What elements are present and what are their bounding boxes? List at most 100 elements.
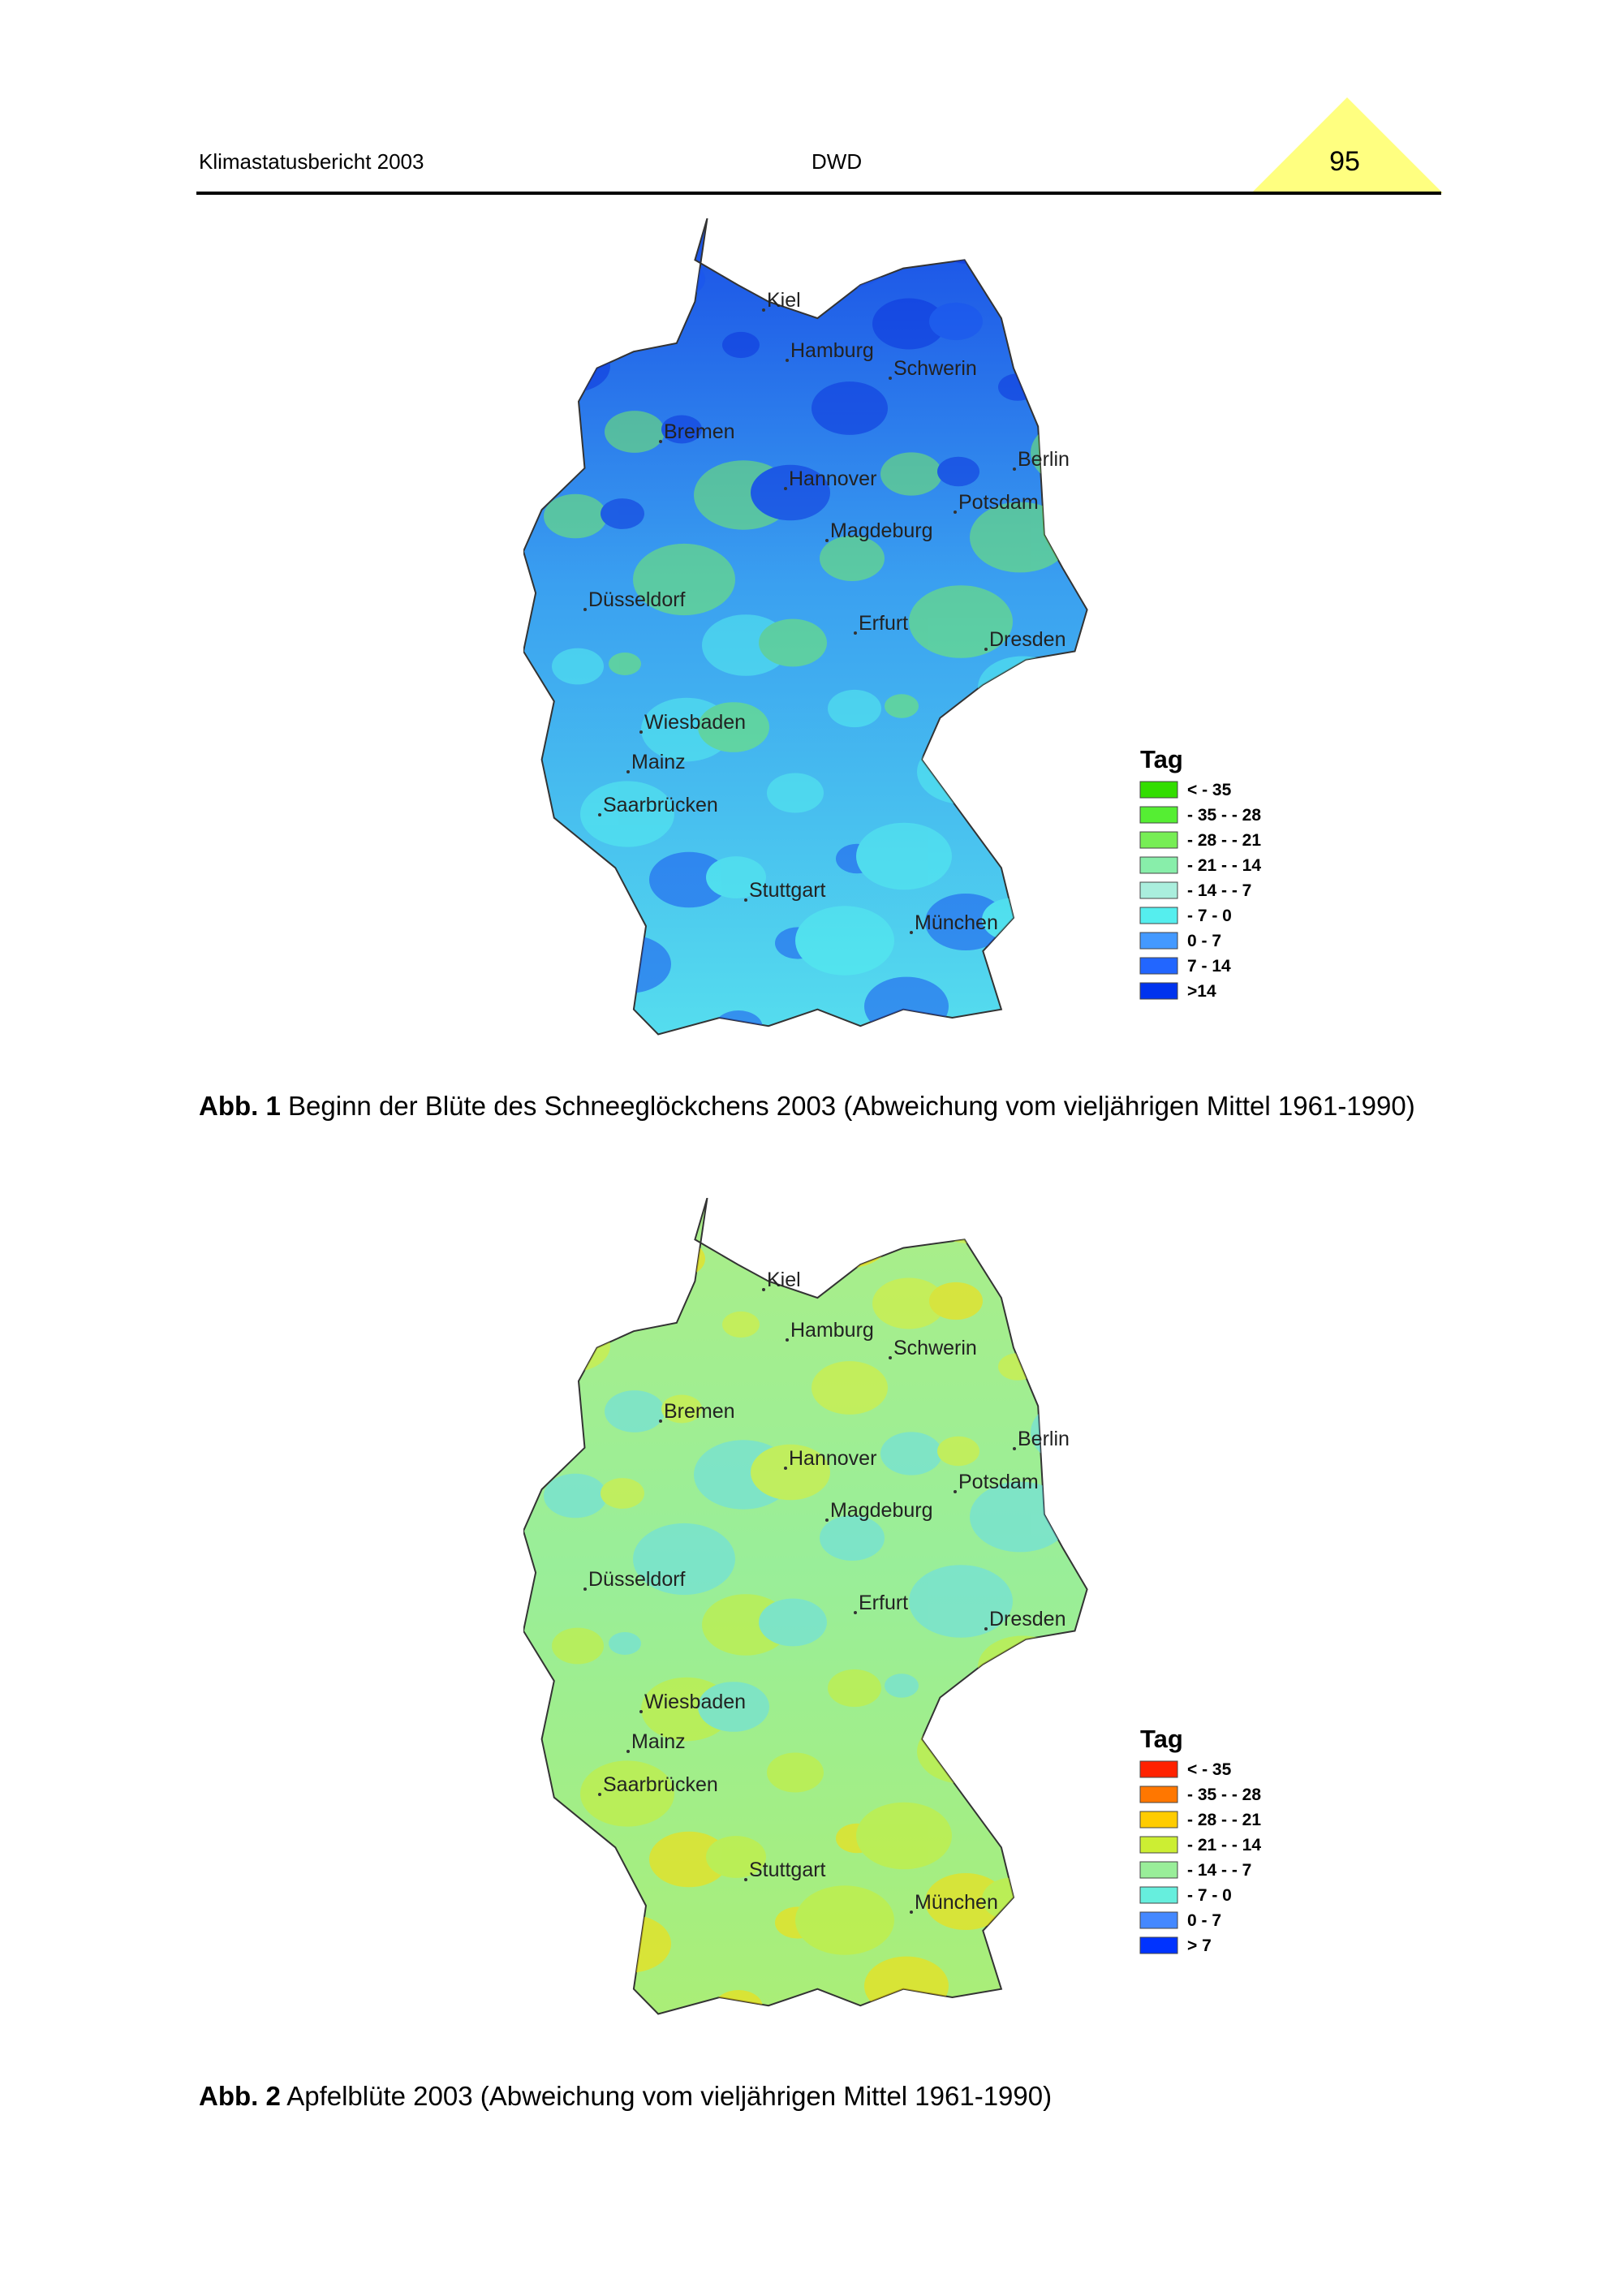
legend-swatch [1139, 856, 1178, 874]
legend-label: < - 35 [1187, 781, 1232, 799]
city-label: Hamburg [790, 339, 874, 362]
city-dot [744, 1878, 747, 1881]
city-label: München [915, 1891, 998, 1914]
texture-blob [588, 1915, 671, 1973]
city-label: Potsdam [958, 1471, 1039, 1493]
legend-swatch [1139, 1861, 1178, 1879]
texture-blob [783, 248, 817, 273]
city-label: Saarbrücken [603, 794, 718, 816]
texture-blob [1079, 1248, 1087, 1312]
city-dot [639, 730, 643, 734]
city-dot [784, 1467, 787, 1470]
texture-blob [698, 1682, 769, 1732]
city-dot [825, 539, 829, 542]
city-label: Wiesbaden [644, 711, 746, 734]
texture-blob [544, 1473, 607, 1518]
texture-blob [633, 1523, 735, 1596]
badge-triangle [1251, 97, 1443, 193]
city-dot [626, 1750, 630, 1753]
city-dot [984, 1627, 988, 1630]
legend-swatch [1139, 1760, 1178, 1778]
city-dot [659, 1419, 662, 1423]
legend-swatch [1139, 881, 1178, 899]
city-dot [786, 1338, 789, 1342]
texture-blob [653, 261, 705, 298]
city-dot [854, 1611, 857, 1614]
legend-swatch [1139, 982, 1178, 1000]
legend-label: - 7 - 0 [1187, 1886, 1232, 1905]
city-dot [889, 1356, 892, 1359]
city-label: Kiel [767, 1269, 801, 1291]
city-dot [583, 608, 587, 611]
caption-label: Abb. 2 [199, 2081, 281, 2111]
city-label: Schwerin [893, 1337, 977, 1359]
texture-blob [990, 1199, 1040, 1234]
legend-swatch [1139, 907, 1178, 924]
legend-swatch [1139, 957, 1178, 975]
texture-blob [978, 1635, 1067, 1699]
texture-blob [872, 298, 945, 350]
texture-blob [544, 493, 607, 539]
texture-blob [722, 331, 760, 359]
legend-label: - 35 - - 28 [1187, 806, 1261, 825]
legend-swatch [1139, 1936, 1178, 1954]
city-dot [825, 1518, 829, 1522]
legend-title: Tag [1140, 1725, 1183, 1753]
city-dot [659, 440, 662, 443]
texture-blob [596, 1236, 668, 1286]
legend-label: - 21 - - 14 [1187, 856, 1261, 875]
texture-blob [751, 1444, 830, 1501]
texture-blob [767, 1752, 824, 1793]
texture-blob [828, 1669, 881, 1708]
city-dot [954, 1490, 957, 1493]
city-dot [1013, 1447, 1016, 1450]
page-badge: 95 [1251, 97, 1443, 193]
texture-blob [552, 1627, 604, 1665]
legend-label: - 21 - - 14 [1187, 1836, 1261, 1854]
city-dot [744, 898, 747, 902]
legend-swatch [1139, 781, 1178, 799]
city-label: Berlin [1018, 1428, 1070, 1450]
texture-blob [820, 536, 885, 581]
legend-swatch [1139, 1836, 1178, 1854]
texture-blob [523, 864, 617, 933]
caption: Abb. 2 Apfelblüte 2003 (Abweichung vom v… [199, 2078, 1440, 2115]
texture-blob [1051, 1948, 1087, 1982]
texture-blob [523, 1198, 540, 1209]
texture-blob [588, 935, 671, 993]
texture-blob [820, 1515, 885, 1561]
header-left: Klimastatusbericht 2003 [199, 149, 424, 174]
city-label: Mainz [631, 751, 686, 773]
texture-blob [536, 339, 610, 393]
texture-blob [527, 1997, 613, 2014]
texture-blob [803, 1207, 891, 1269]
legend-label: 0 - 7 [1187, 932, 1221, 950]
city-label: Wiesbaden [644, 1691, 746, 1713]
header-center: DWD [812, 149, 863, 174]
texture-blob [601, 1478, 644, 1509]
texture-blob [872, 1277, 945, 1329]
city-dot [762, 1288, 765, 1291]
city-label: Stuttgart [749, 879, 826, 902]
legend-label: - 14 - - 7 [1187, 881, 1251, 900]
texture-blob [767, 773, 824, 813]
texture-blob [925, 894, 1006, 950]
texture-blob [978, 656, 1067, 719]
texture-blob [929, 302, 983, 341]
city-dot [954, 510, 957, 514]
caption: Abb. 1 Beginn der Blüte des Schneeglöckc… [199, 1088, 1440, 1125]
city-dot [889, 377, 892, 380]
city-label: Potsdam [958, 491, 1039, 514]
texture-blob [795, 1885, 894, 1955]
texture-blob [909, 585, 1013, 658]
texture-blob [580, 781, 674, 847]
legend-swatch [1139, 1886, 1178, 1904]
city-label: Stuttgart [749, 1859, 826, 1881]
texture-blob [1087, 423, 1165, 477]
texture-blob [1059, 1269, 1087, 1295]
city-dot [598, 1793, 601, 1796]
city-dot [984, 648, 988, 651]
texture-blob [706, 1836, 766, 1878]
map-figure: Kiel Hamburg Schwerin Bremen Hannover Berlin P… [523, 1198, 1261, 2015]
city-dot [626, 770, 630, 773]
